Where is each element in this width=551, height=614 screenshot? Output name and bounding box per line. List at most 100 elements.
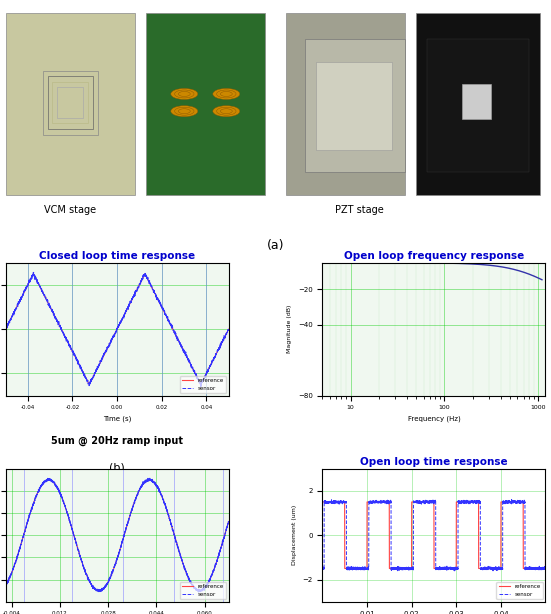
Bar <box>43 71 98 134</box>
sensor <box>2 581 9 588</box>
reference <box>14 303 20 310</box>
reference <box>464 499 471 506</box>
Line: reference: reference <box>6 480 229 591</box>
Bar <box>52 82 88 123</box>
reference <box>98 586 104 594</box>
Bar <box>305 39 405 173</box>
sensor <box>2 325 9 332</box>
reference <box>342 565 348 572</box>
Bar <box>416 13 540 195</box>
reference <box>111 332 117 339</box>
reference <box>28 507 34 515</box>
sensor <box>28 508 34 515</box>
Line: sensor: sensor <box>322 500 545 571</box>
Bar <box>146 13 264 195</box>
Line: sensor: sensor <box>6 273 229 387</box>
X-axis label: Frequency (Hz): Frequency (Hz) <box>408 416 460 422</box>
sensor <box>178 342 185 349</box>
Circle shape <box>217 107 236 115</box>
reference <box>41 478 47 486</box>
sensor <box>453 565 460 573</box>
Circle shape <box>171 106 198 117</box>
Title: Closed loop time response: Closed loop time response <box>39 251 195 260</box>
sensor <box>219 338 225 345</box>
Bar <box>6 13 135 195</box>
reference <box>196 587 203 594</box>
sensor <box>198 383 204 391</box>
Circle shape <box>179 91 190 96</box>
reference <box>225 518 232 525</box>
reference <box>360 565 366 572</box>
sensor <box>404 564 411 572</box>
reference <box>219 338 225 346</box>
Text: (a): (a) <box>267 239 284 252</box>
sensor <box>360 564 366 572</box>
Circle shape <box>175 107 194 115</box>
reference <box>485 565 492 572</box>
Bar <box>462 84 491 119</box>
Circle shape <box>220 109 232 114</box>
Bar <box>47 76 93 129</box>
Legend: reference, sensor: reference, sensor <box>180 581 226 599</box>
Circle shape <box>213 88 240 99</box>
reference <box>221 532 228 540</box>
Bar <box>57 88 83 118</box>
reference <box>197 587 204 594</box>
sensor <box>503 499 509 507</box>
reference <box>30 270 37 278</box>
reference <box>197 381 204 388</box>
reference <box>88 580 94 588</box>
sensor <box>88 580 94 588</box>
Circle shape <box>213 106 240 117</box>
reference <box>503 499 509 506</box>
sensor <box>98 586 104 593</box>
Bar <box>316 61 392 150</box>
sensor <box>485 565 492 572</box>
sensor <box>111 332 117 340</box>
reference <box>2 325 9 333</box>
Text: (b): (b) <box>109 462 125 472</box>
sensor <box>30 269 37 276</box>
Text: VCM stage: VCM stage <box>44 204 96 214</box>
sensor <box>319 565 326 573</box>
Circle shape <box>175 90 194 98</box>
reference <box>2 581 9 589</box>
reference <box>319 499 326 506</box>
reference <box>225 325 232 333</box>
sensor <box>225 326 232 333</box>
Bar <box>426 39 530 173</box>
sensor <box>41 479 47 486</box>
Title: Open loop frequency response: Open loop frequency response <box>344 251 524 260</box>
Bar <box>287 13 405 195</box>
Line: sensor: sensor <box>6 478 229 592</box>
Circle shape <box>220 91 232 96</box>
sensor <box>221 532 228 540</box>
Legend: reference, sensor: reference, sensor <box>496 581 543 599</box>
sensor <box>451 567 458 575</box>
reference <box>45 476 52 484</box>
sensor <box>219 338 226 346</box>
reference <box>453 565 460 572</box>
sensor <box>464 499 471 506</box>
Text: PZT stage: PZT stage <box>335 204 383 214</box>
Y-axis label: Displacement (um): Displacement (um) <box>292 505 297 565</box>
sensor <box>197 588 204 595</box>
reference <box>105 343 111 351</box>
X-axis label: Time (s): Time (s) <box>103 416 131 422</box>
Text: 5um @ 20Hz ramp input: 5um @ 20Hz ramp input <box>51 435 183 446</box>
reference <box>404 565 411 572</box>
Y-axis label: Magnitude (dB): Magnitude (dB) <box>287 305 292 353</box>
reference <box>542 499 549 506</box>
sensor <box>225 518 232 525</box>
sensor <box>195 588 202 596</box>
Line: reference: reference <box>6 274 229 384</box>
Circle shape <box>171 88 198 99</box>
sensor <box>14 303 20 311</box>
Circle shape <box>217 90 236 98</box>
Line: reference: reference <box>322 502 545 569</box>
sensor <box>542 564 549 572</box>
Legend: reference, sensor: reference, sensor <box>180 376 226 393</box>
sensor <box>147 475 153 482</box>
sensor <box>105 342 111 349</box>
reference <box>219 338 226 345</box>
